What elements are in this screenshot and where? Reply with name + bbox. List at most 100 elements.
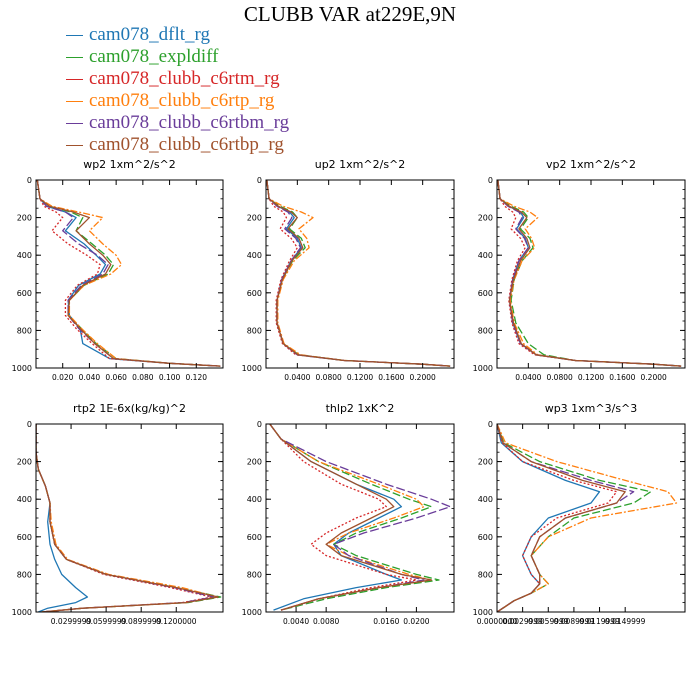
panel-6: wp3 1xm^3/s^3020040060080010000.00000000…: [473, 402, 686, 626]
x-tick-label: 0.0000000: [477, 617, 518, 626]
y-tick-label: 400: [478, 251, 493, 260]
x-tick-label: 0.1200: [347, 373, 373, 382]
panel-title: rtp2 1E-6x(kg/kg)^2: [73, 402, 186, 415]
chart-title: CLUBB VAR at229E,9N: [243, 2, 457, 26]
panel-2: up2 1xm^2/s^2 0 200 400 600 800 1000 0.0400 0.08…: [242, 158, 455, 382]
y-tick-label: 400: [478, 495, 493, 504]
y-tick-label: 1000: [12, 364, 32, 373]
y-tick-label: 400: [17, 495, 32, 504]
x-tick-label: 0.0119999: [579, 617, 620, 626]
panel-title: wp3 1xm^3/s^3: [545, 402, 638, 415]
x-tick-label: 0.1600: [378, 373, 404, 382]
y-tick-label: 200: [17, 458, 32, 467]
panel-title: wp2 1xm^2/s^2: [83, 158, 176, 171]
legend-item: cam078_clubb_c6rtm_rg: [62, 68, 402, 90]
legend-item: cam078_expldiff: [62, 46, 402, 68]
x-tick-label: 0.2000: [410, 373, 436, 382]
y-tick-label: 800: [478, 326, 493, 335]
series-line: [36, 180, 221, 367]
series-line: [266, 180, 451, 367]
y-tick-label: 600: [247, 533, 262, 542]
plot-frame: [35, 179, 224, 369]
plot-frame: [35, 423, 224, 613]
series-group: [266, 180, 451, 367]
series-line: [269, 424, 418, 611]
x-tick-label: 0.0599999: [86, 617, 127, 626]
y-tick-label: 0: [27, 176, 32, 185]
x-tick-label: 0.060: [105, 373, 127, 382]
y-tick-label: 800: [247, 326, 262, 335]
y-tick-label: 0: [257, 176, 262, 185]
legend: cam078_dflt_rg cam078_expldiff cam078_cl…: [62, 24, 402, 156]
y-tick-label: 200: [247, 214, 262, 223]
legend-swatch: [66, 35, 83, 36]
series-line: [36, 424, 89, 612]
x-tick-label: 0.2000: [641, 373, 667, 382]
legend-label: cam078_clubb_c6rtm_rg: [89, 68, 280, 89]
x-tick-label: 0.1600: [609, 373, 635, 382]
x-tick-label: 0.0149999: [605, 617, 646, 626]
y-tick-label: 800: [17, 570, 32, 579]
series-line: [497, 180, 682, 367]
plot-frame: [496, 179, 686, 369]
series-line: [269, 424, 440, 611]
series-group: [497, 424, 678, 612]
series-line: [36, 180, 221, 367]
series-line: [269, 424, 433, 611]
y-tick-label: 200: [17, 214, 32, 223]
legend-swatch: [66, 57, 83, 58]
panel-title: thlp2 1xK^2: [326, 402, 395, 415]
legend-swatch: [66, 145, 83, 146]
legend-swatch: [66, 101, 83, 102]
y-tick-label: 1000: [242, 608, 262, 617]
panel-3: vp2 1xm^2/s^2 0 200 400 600 800 1000 0.0400 0.08…: [473, 158, 686, 382]
y-tick-label: 0: [488, 420, 493, 429]
series-line: [266, 180, 451, 367]
x-tick-label: 0.0160: [373, 617, 399, 626]
x-tick-label: 0.120: [186, 373, 208, 382]
x-tick-label: 0.0029999: [502, 617, 543, 626]
y-tick-label: 800: [478, 570, 493, 579]
series-line: [497, 424, 626, 612]
series-line: [497, 180, 682, 367]
x-tick-label: 0.1200000: [156, 617, 197, 626]
legend-swatch: [66, 123, 83, 124]
y-tick-label: 1000: [12, 608, 32, 617]
y-tick-label: 0: [27, 420, 32, 429]
y-tick-label: 600: [247, 289, 262, 298]
legend-label: cam078_clubb_c6rtp_rg: [89, 90, 275, 111]
series-line: [36, 180, 221, 367]
legend-item: cam078_clubb_c6rtbp_rg: [62, 134, 402, 156]
x-tick-label: 0.0059999: [528, 617, 569, 626]
y-tick-label: 400: [17, 251, 32, 260]
series-group: [36, 424, 222, 612]
panel-title: up2 1xm^2/s^2: [315, 158, 406, 171]
x-tick-label: 0.080: [132, 373, 154, 382]
x-tick-label: 0.0089999: [554, 617, 595, 626]
legend-label: cam078_expldiff: [89, 46, 219, 67]
x-tick-label: 0.0800: [547, 373, 573, 382]
x-tick-label: 0.100: [159, 373, 181, 382]
legend-item: cam078_dflt_rg: [62, 24, 402, 46]
series-line: [266, 180, 451, 367]
legend-label: cam078_clubb_c6rtbp_rg: [89, 134, 284, 155]
x-tick-label: 0.0400: [515, 373, 541, 382]
x-tick-label: 0.0299999: [51, 617, 92, 626]
x-tick-label: 0.040: [79, 373, 101, 382]
x-tick-label: 0.0080: [313, 617, 339, 626]
series-line: [266, 180, 451, 367]
series-group: [269, 424, 451, 611]
y-tick-label: 0: [488, 176, 493, 185]
series-group: [36, 180, 221, 367]
series-line: [266, 180, 451, 367]
legend-label: cam078_clubb_c6rtbm_rg: [89, 112, 290, 133]
series-line: [497, 424, 678, 612]
y-tick-label: 400: [247, 495, 262, 504]
x-tick-label: 0.0400: [284, 373, 310, 382]
y-tick-label: 600: [478, 289, 493, 298]
series-line: [36, 424, 222, 612]
x-tick-label: 0.1200: [578, 373, 604, 382]
series-line: [269, 424, 403, 611]
series-line: [36, 180, 221, 367]
